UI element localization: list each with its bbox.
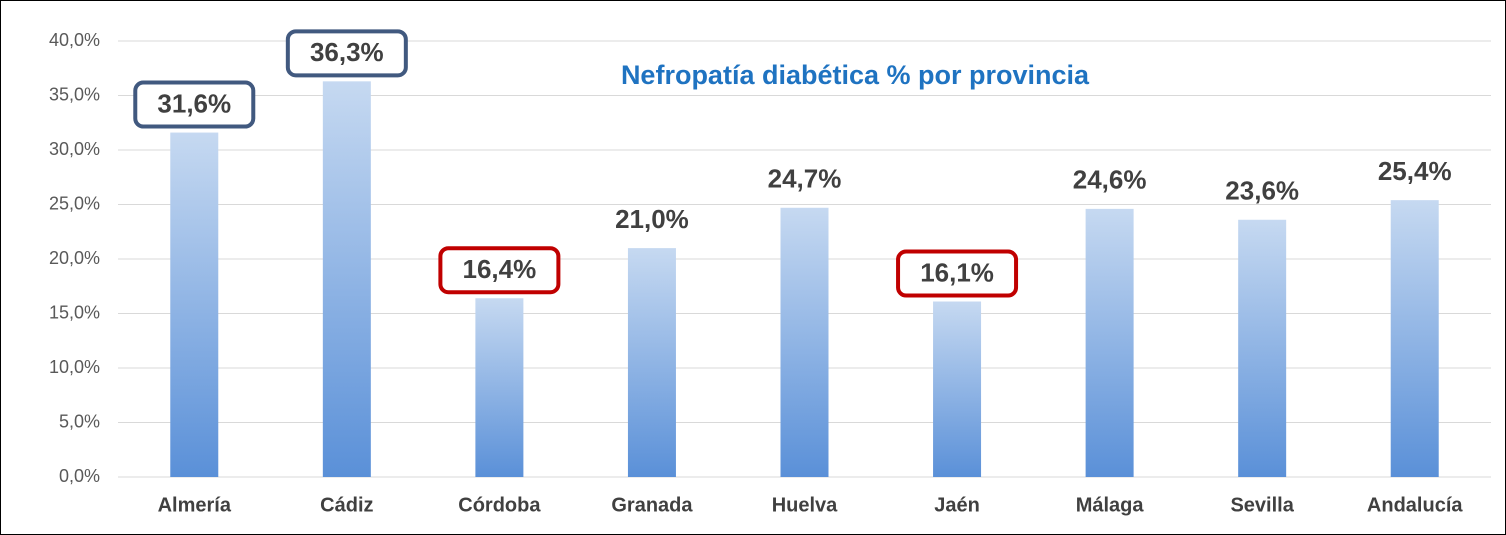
bar: [170, 132, 219, 477]
x-tick-label: Sevilla: [1230, 494, 1294, 516]
bar: [322, 81, 371, 477]
y-tick-label: 5,0%: [59, 411, 100, 431]
x-tick-label: Andalucía: [1367, 494, 1463, 516]
x-tick-label: Córdoba: [458, 494, 541, 516]
y-tick-label: 20,0%: [49, 248, 100, 268]
y-tick-label: 35,0%: [49, 84, 100, 104]
chart-title: Nefropatía diabética % por provincia: [621, 60, 1090, 90]
value-label: 36,3%: [310, 37, 384, 67]
bar: [933, 301, 982, 477]
y-tick-label: 15,0%: [49, 302, 100, 322]
x-tick-label: Jaén: [934, 494, 980, 516]
x-tick-label: Almería: [158, 494, 232, 516]
bar: [627, 248, 676, 477]
value-label: 24,7%: [768, 164, 842, 194]
bar: [475, 298, 524, 477]
bar: [1390, 200, 1439, 477]
bar: [1238, 219, 1287, 477]
value-label: 23,6%: [1225, 176, 1299, 206]
value-label: 25,4%: [1378, 156, 1452, 186]
y-tick-label: 40,0%: [49, 30, 100, 50]
value-label: 31,6%: [157, 88, 231, 118]
y-tick-label: 0,0%: [59, 466, 100, 486]
label-box: [285, 29, 408, 78]
label-box: [438, 246, 561, 295]
x-tick-label: Málaga: [1076, 494, 1145, 516]
bar: [1085, 208, 1134, 478]
x-tick-label: Huelva: [772, 494, 838, 516]
value-label: 21,0%: [615, 204, 689, 234]
value-label: 16,4%: [463, 254, 537, 284]
y-tick-label: 30,0%: [49, 139, 100, 159]
x-tick-label: Granada: [611, 494, 693, 516]
bar: [780, 207, 829, 477]
y-tick-label: 10,0%: [49, 357, 100, 377]
x-tick-label: Cádiz: [320, 494, 373, 516]
y-tick-label: 25,0%: [49, 193, 100, 213]
label-box: [133, 80, 256, 129]
value-label: 24,6%: [1073, 165, 1147, 195]
value-label: 16,1%: [920, 257, 994, 287]
label-box: [896, 249, 1019, 298]
